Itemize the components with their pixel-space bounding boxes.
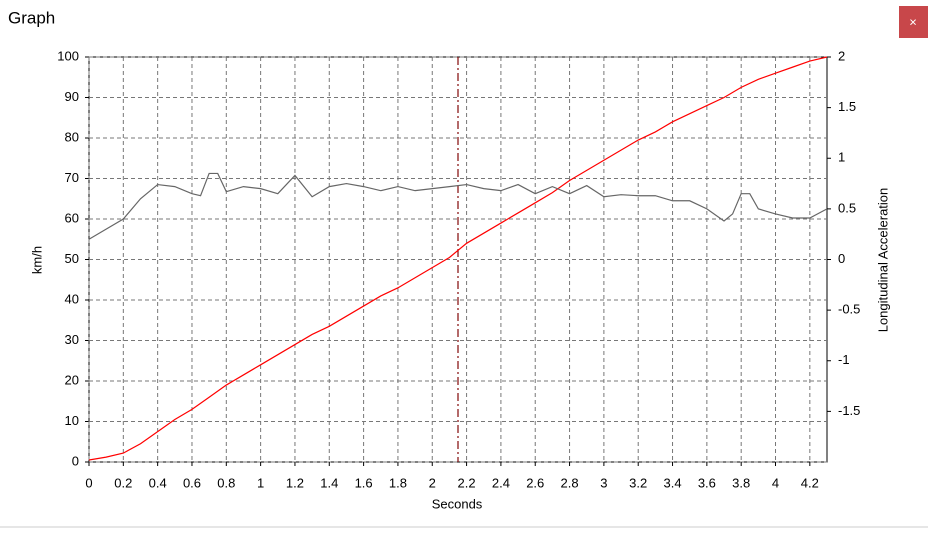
y-tick-label: 100	[57, 48, 79, 63]
data-line	[88, 56, 828, 461]
x-tick-label: 1.8	[389, 475, 407, 490]
x-tick-label: 0.2	[114, 475, 132, 490]
y2-tick-label: 0	[838, 251, 845, 266]
y-tick-label: 40	[65, 291, 79, 306]
y-tick-label: 50	[65, 251, 79, 266]
y2-tick-label: 0.5	[838, 200, 856, 215]
y-tick-label: 70	[65, 170, 79, 185]
data-line	[88, 172, 828, 240]
x-tick-label: 3	[600, 475, 607, 490]
x-tick-label: 4	[772, 475, 779, 490]
y-tick-label: 90	[65, 89, 79, 104]
y-axis-label: km/h	[29, 246, 44, 274]
x-tick-label: 1.6	[355, 475, 373, 490]
x-tick-label: 0	[85, 475, 92, 490]
x-tick-label: 2	[429, 475, 436, 490]
y2-tick-label: 2	[838, 48, 845, 63]
x-axis-label: Seconds	[432, 496, 483, 511]
x-tick-label: 2.2	[458, 475, 476, 490]
x-tick-label: 0.4	[149, 475, 167, 490]
y2-tick-label: -1	[838, 352, 850, 367]
x-tick-label: 1.2	[286, 475, 304, 490]
close-button[interactable]	[899, 6, 928, 38]
x-tick-label: 1	[257, 475, 264, 490]
window-title: Graph	[8, 8, 55, 27]
x-tick-label: 4.2	[801, 475, 819, 490]
y-tick-label: 20	[65, 372, 79, 387]
y2-tick-label: 1	[838, 150, 845, 165]
y2-tick-label: -0.5	[838, 302, 860, 317]
y-tick-label: 60	[65, 210, 79, 225]
x-tick-label: 2.4	[492, 475, 510, 490]
x-tick-label: 1.4	[320, 475, 338, 490]
x-tick-label: 0.6	[183, 475, 201, 490]
y2-axis-label: Longitudinal Acceleration	[875, 188, 890, 333]
y-tick-label: 10	[65, 413, 79, 428]
x-tick-label: 0.8	[217, 475, 235, 490]
y2-tick-label: 1.5	[838, 99, 856, 114]
y-tick-label: 80	[65, 129, 79, 144]
y-tick-label: 30	[65, 332, 79, 347]
y-tick-label: 0	[72, 453, 79, 468]
x-tick-label: 2.8	[561, 475, 579, 490]
x-tick-label: 3.2	[629, 475, 647, 490]
x-tick-label: 3.8	[732, 475, 750, 490]
close-icon[interactable]: ×	[909, 14, 917, 29]
x-tick-label: 3.6	[698, 475, 716, 490]
x-tick-label: 3.4	[663, 475, 681, 490]
y2-tick-label: -1.5	[838, 403, 860, 418]
x-tick-label: 2.6	[526, 475, 544, 490]
